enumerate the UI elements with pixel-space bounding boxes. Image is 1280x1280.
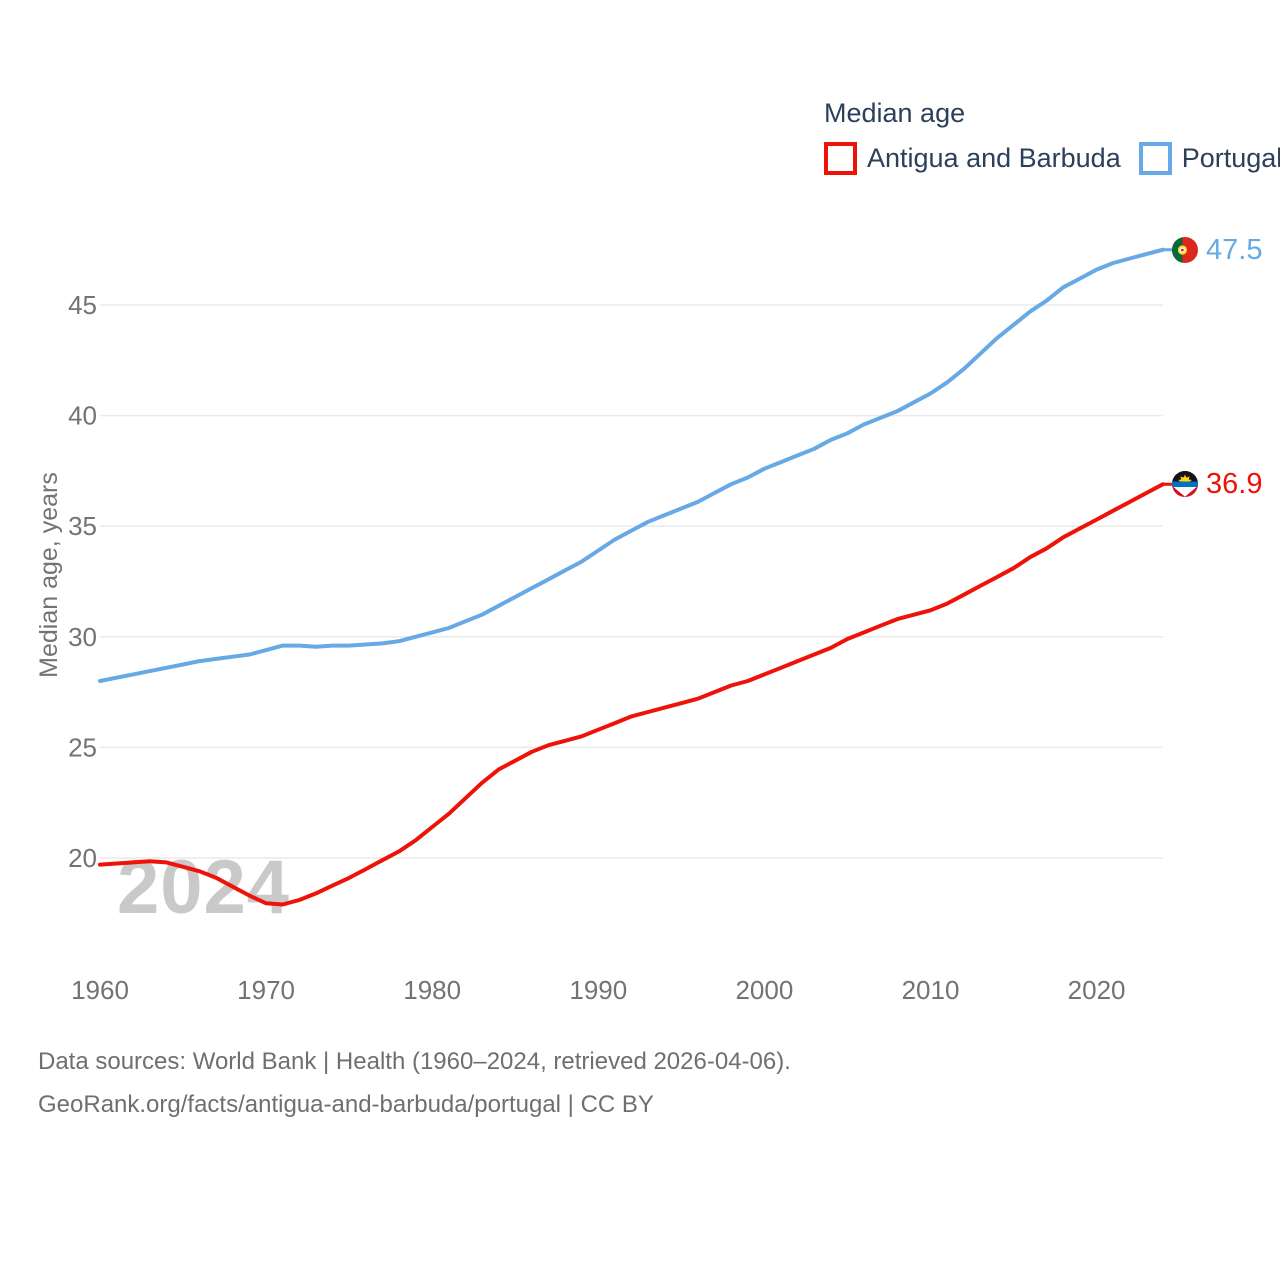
legend-swatch-portugal-icon	[1138, 142, 1172, 175]
legend: Median age Antigua and Barbuda Portugal	[824, 97, 1280, 175]
x-tick-label-2020: 2020	[1068, 975, 1126, 1005]
x-tick-label-1990: 1990	[569, 975, 627, 1005]
y-axis-tick-labels: 20 25 30 35 40 45	[68, 290, 97, 873]
legend-label-antigua-and-barbuda: Antigua and Barbuda	[867, 143, 1121, 173]
y-tick-label-25: 25	[68, 732, 97, 762]
y-tick-label-40: 40	[68, 401, 97, 431]
series-lines	[98, 247, 1174, 907]
legend-row: Antigua and Barbuda Portugal	[824, 142, 1280, 175]
gridlines	[100, 304, 1163, 859]
series-line-portugal	[98, 247, 1165, 683]
x-tick-label-1970: 1970	[237, 975, 295, 1005]
legend-label-portugal: Portugal	[1181, 143, 1280, 173]
y-tick-label-35: 35	[68, 511, 97, 541]
antigua-and-barbuda-flag-icon	[1172, 471, 1198, 498]
portugal-flag-icon	[1172, 236, 1198, 263]
antigua-and-barbuda-end-value: 36.9	[1206, 468, 1263, 501]
y-tick-label-30: 30	[68, 622, 97, 652]
series-line-antigua-and-barbuda	[98, 482, 1165, 907]
legend-swatch-antigua-and-barbuda-icon	[824, 142, 857, 175]
y-tick-label-20: 20	[68, 843, 97, 873]
data-sources-line: Data sources: World Bank | Health (1960–…	[38, 1048, 791, 1075]
x-tick-label-2000: 2000	[735, 975, 793, 1005]
x-axis-tick-labels: 1960 1970 1980 1990 2000 2010 2020	[71, 975, 1125, 1005]
x-tick-label-1980: 1980	[403, 975, 461, 1005]
x-tick-label-1960: 1960	[71, 975, 129, 1005]
footer: Data sources: World Bank | Health (1960–…	[38, 1040, 791, 1126]
y-tick-label-45: 45	[68, 290, 97, 320]
legend-item-antigua-and-barbuda[interactable]: Antigua and Barbuda	[824, 142, 1121, 175]
legend-item-portugal[interactable]: Portugal	[1138, 142, 1280, 175]
chart-title: Median age	[824, 98, 966, 128]
median-age-line-chart[interactable]: 20 25 30 35 40 45 1960 1970 1980 1990 2000 2010 202…	[0, 0, 1280, 1030]
x-tick-label-2010: 2010	[902, 975, 960, 1005]
y-axis-title: Median age, years	[35, 472, 63, 678]
attribution-line: GeoRank.org/facts/antigua-and-barbuda/po…	[38, 1091, 654, 1118]
portugal-end-value: 47.5	[1206, 233, 1263, 266]
